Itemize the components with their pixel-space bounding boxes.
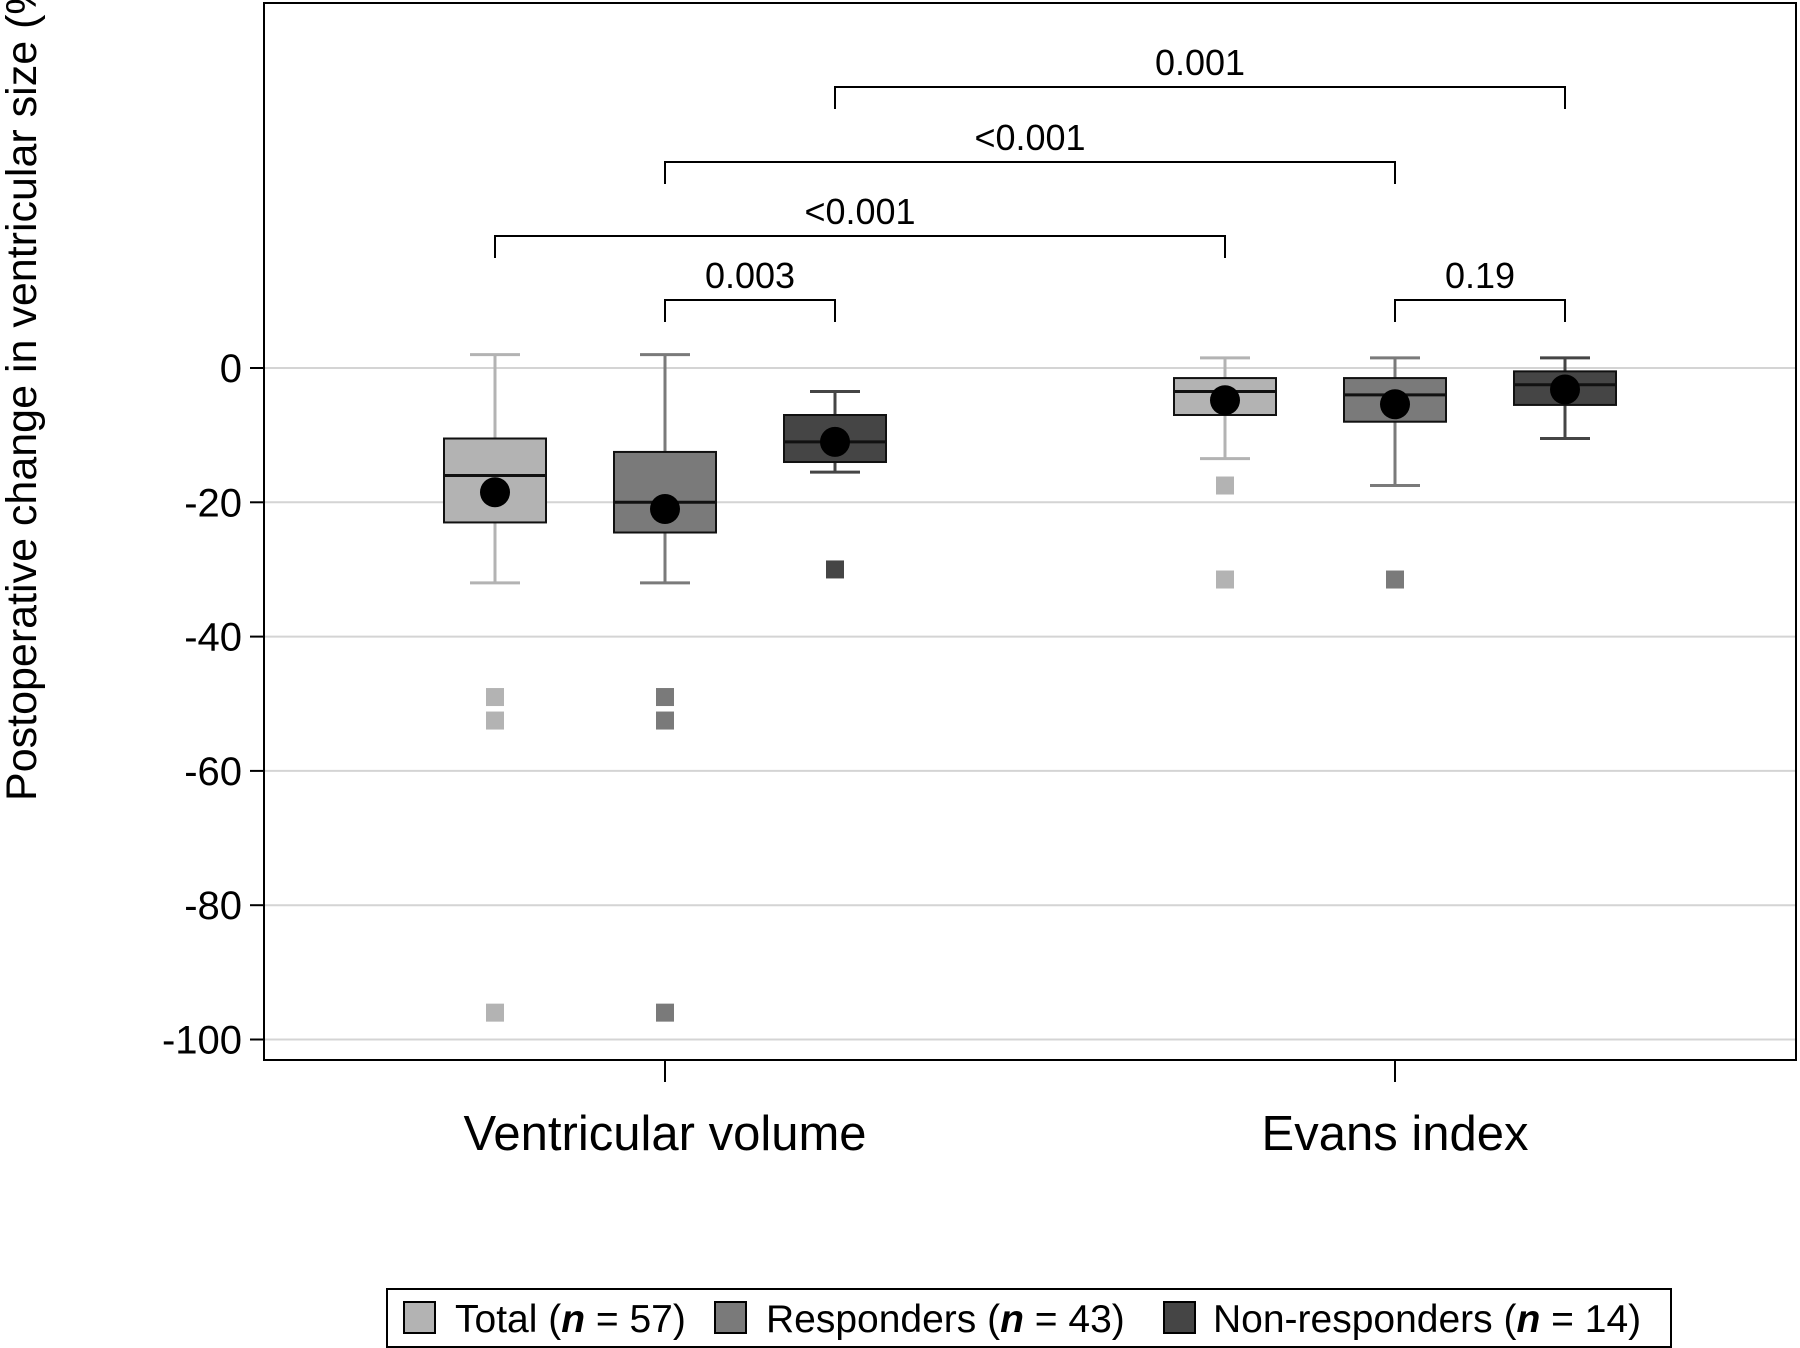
box-responders-1 bbox=[1343, 356, 1447, 589]
box-total-1 bbox=[1173, 356, 1277, 589]
outlier-point bbox=[486, 688, 504, 707]
comparison-bracket: 0.001 bbox=[834, 42, 1566, 109]
mean-point bbox=[480, 477, 510, 508]
outlier-point bbox=[486, 1003, 504, 1022]
p-value-label: <0.001 bbox=[804, 191, 915, 232]
y-tick-label: -100 bbox=[162, 1019, 242, 1063]
comparison-bracket: 0.003 bbox=[664, 255, 836, 322]
y-tick-label: -80 bbox=[184, 884, 242, 928]
y-tick-label: -40 bbox=[184, 616, 242, 660]
legend: Total (n = 57) Responders (n = 43) Non-res… bbox=[386, 1288, 1672, 1348]
box-total-0 bbox=[443, 353, 547, 1022]
bracket-line bbox=[664, 161, 1396, 184]
p-value-label: <0.001 bbox=[974, 117, 1085, 158]
p-value-label: 0.19 bbox=[1445, 255, 1515, 296]
outlier-point bbox=[826, 560, 844, 579]
bracket-line bbox=[494, 235, 1226, 258]
boxes bbox=[443, 353, 1617, 1022]
legend-swatch bbox=[403, 1301, 436, 1334]
comparison-bracket: 0.19 bbox=[1394, 255, 1566, 322]
legend-entry: Responders (n = 43) bbox=[766, 1298, 1125, 1341]
mean-point bbox=[650, 494, 680, 525]
y-tick-label: -60 bbox=[184, 750, 242, 794]
outlier-point bbox=[1216, 570, 1234, 589]
mean-point bbox=[1210, 385, 1240, 416]
legend-swatch bbox=[1163, 1301, 1196, 1334]
x-category-label: Evans index bbox=[1262, 1107, 1529, 1161]
legend-box bbox=[386, 1288, 1672, 1348]
legend-entry: Non-responders (n = 14) bbox=[1213, 1298, 1641, 1341]
bracket-line bbox=[1394, 299, 1566, 322]
box-responders-0 bbox=[613, 353, 717, 1022]
y-tick-label: 0 bbox=[220, 347, 242, 391]
bracket-line bbox=[664, 299, 836, 322]
mean-point bbox=[1380, 389, 1410, 420]
comparison-bracket: <0.001 bbox=[664, 117, 1396, 184]
outlier-point bbox=[1216, 476, 1234, 495]
comparison-bracket: <0.001 bbox=[494, 191, 1226, 258]
y-axis-title: Postoperative change in ventricular size… bbox=[0, 0, 46, 801]
outlier-point bbox=[656, 1003, 674, 1022]
mean-point bbox=[820, 426, 850, 457]
outlier-point bbox=[486, 711, 504, 730]
mean-point bbox=[1550, 374, 1580, 405]
outlier-point bbox=[656, 688, 674, 707]
legend-entry: Total (n = 57) bbox=[455, 1298, 686, 1341]
box-non-responders-1 bbox=[1513, 356, 1617, 441]
plot-frame bbox=[263, 2, 1797, 1061]
y-axis: 0 -20 -40 -60 -80 -100 bbox=[162, 347, 264, 1063]
x-category-label: Ventricular volume bbox=[463, 1107, 866, 1161]
y-tick-label: -20 bbox=[184, 481, 242, 525]
p-value-label: 0.003 bbox=[705, 255, 795, 296]
legend-swatch bbox=[714, 1301, 747, 1334]
p-value-label: 0.001 bbox=[1155, 42, 1245, 83]
bracket-line bbox=[834, 86, 1566, 109]
outlier-point bbox=[1386, 570, 1404, 589]
box-non-responders-0 bbox=[783, 390, 887, 579]
outlier-point bbox=[656, 711, 674, 730]
x-axis: Ventricular volume Evans index bbox=[463, 1060, 1528, 1161]
